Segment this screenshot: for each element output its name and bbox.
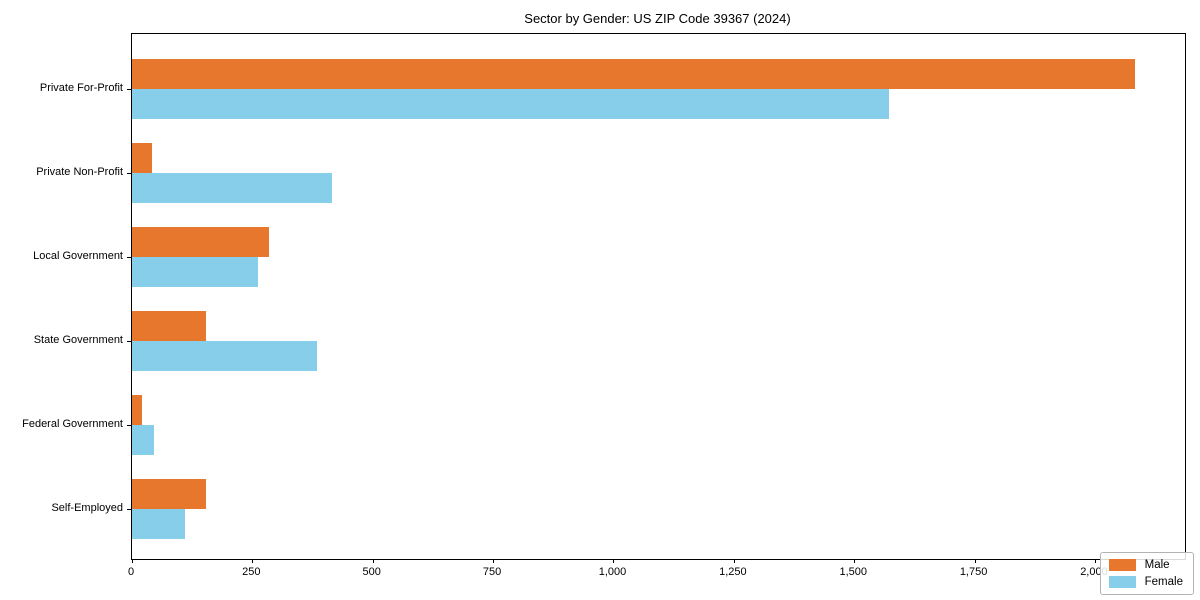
x-tick-mark bbox=[974, 559, 976, 563]
bar-male-0 bbox=[132, 59, 1135, 89]
legend-swatch-male bbox=[1108, 559, 1136, 571]
y-tick-label: Private Non-Profit bbox=[36, 166, 123, 178]
bar-female-5 bbox=[132, 509, 185, 539]
x-tick-label: 1,750 bbox=[959, 566, 988, 578]
bar-female-0 bbox=[132, 89, 889, 119]
bar-male-2 bbox=[132, 227, 269, 257]
bar-female-3 bbox=[132, 341, 317, 371]
y-tick-mark bbox=[127, 89, 131, 90]
x-tick-mark bbox=[372, 559, 374, 563]
x-tick-label: 250 bbox=[242, 566, 261, 578]
chart-title: Sector by Gender: US ZIP Code 39367 (202… bbox=[524, 11, 791, 26]
x-tick-label: 1,500 bbox=[839, 566, 867, 578]
x-tick-label: 1,250 bbox=[719, 566, 747, 578]
y-tick-mark bbox=[127, 173, 131, 174]
x-tick-mark bbox=[854, 559, 856, 563]
legend-label: Female bbox=[1144, 576, 1183, 588]
x-tick-mark bbox=[493, 559, 495, 563]
plot-area bbox=[127, 33, 1186, 563]
x-tick-mark bbox=[1094, 559, 1096, 563]
x-tick-mark bbox=[252, 559, 254, 563]
legend-item-male: Male bbox=[1108, 559, 1183, 571]
x-tick-label: 500 bbox=[362, 566, 381, 578]
y-tick-label: Federal Government bbox=[22, 418, 123, 430]
y-tick-label: Private For-Profit bbox=[39, 82, 123, 94]
y-tick-label: Local Government bbox=[33, 250, 123, 262]
x-tick-label: 0 bbox=[127, 566, 135, 578]
bar-male-1 bbox=[132, 143, 152, 173]
x-tick-mark bbox=[733, 559, 735, 563]
legend-swatch-female bbox=[1108, 576, 1136, 588]
y-tick-mark bbox=[127, 509, 131, 510]
y-tick-mark bbox=[127, 257, 131, 258]
x-tick-label: 1,000 bbox=[598, 566, 627, 578]
y-tick-label: Self-Employed bbox=[51, 502, 123, 514]
y-tick-label: State Government bbox=[33, 334, 123, 346]
x-tick-label: 750 bbox=[482, 566, 502, 578]
legend-label: Male bbox=[1144, 559, 1170, 571]
legend-item-female: Female bbox=[1108, 576, 1183, 588]
bar-female-4 bbox=[132, 425, 154, 455]
bar-female-2 bbox=[132, 257, 258, 287]
bar-female-1 bbox=[132, 173, 332, 203]
x-tick-mark bbox=[132, 559, 133, 563]
y-tick-mark bbox=[127, 425, 131, 426]
bar-male-3 bbox=[132, 311, 206, 341]
x-tick-mark bbox=[613, 559, 615, 563]
bar-male-4 bbox=[132, 395, 142, 425]
bar-male-5 bbox=[132, 479, 206, 509]
legend: Male Female bbox=[1099, 552, 1194, 595]
y-tick-mark bbox=[127, 341, 131, 342]
